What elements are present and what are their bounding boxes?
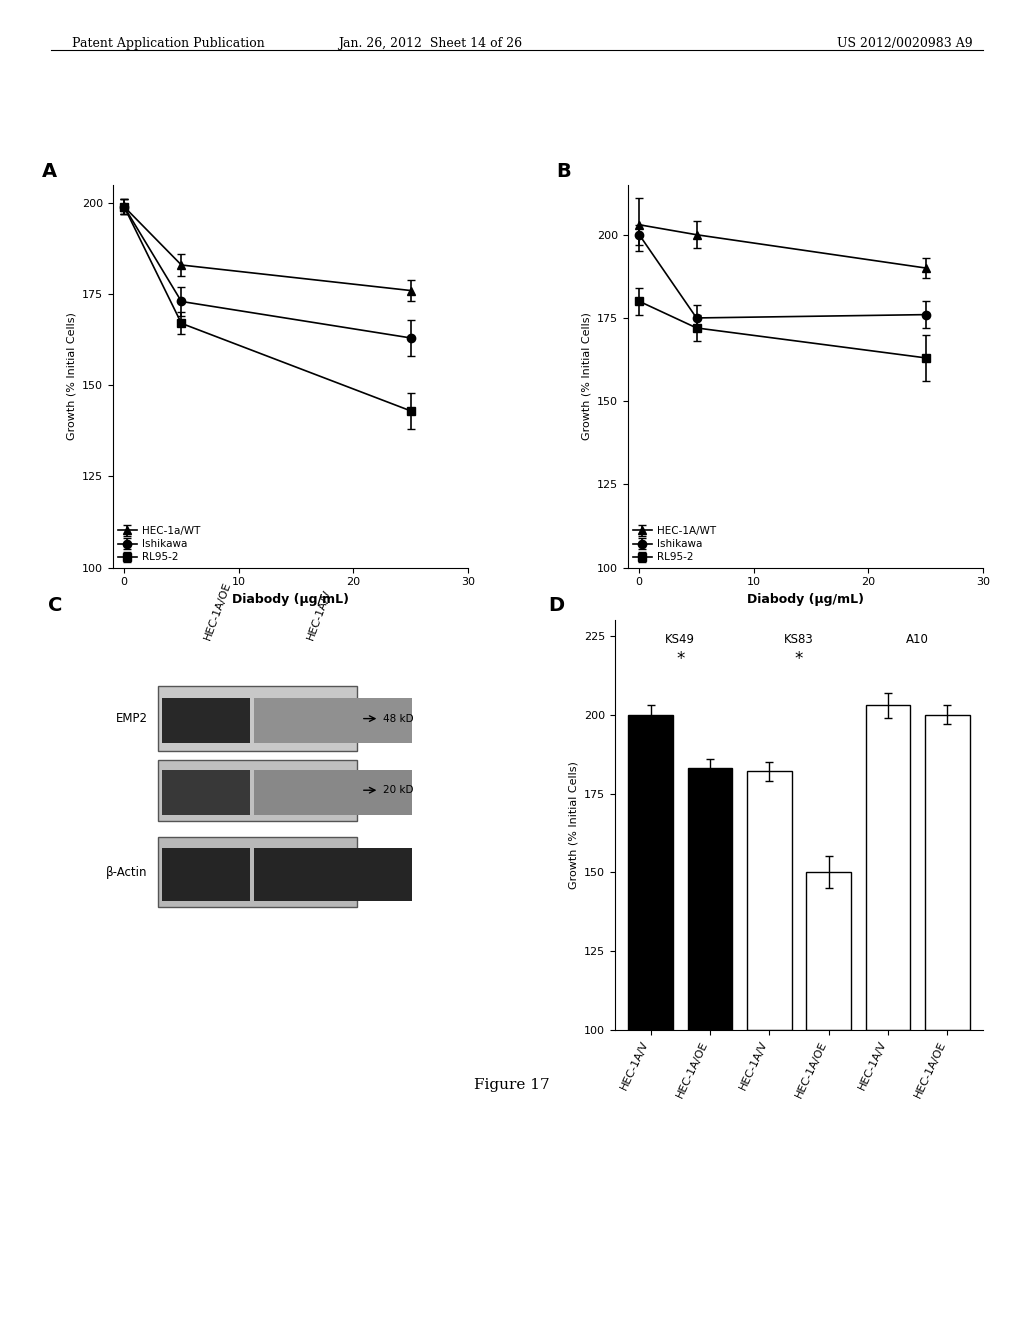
Bar (159, 759, 357, 821)
Text: Jan. 26, 2012  Sheet 14 of 26: Jan. 26, 2012 Sheet 14 of 26 (338, 37, 522, 50)
Text: Figure 17: Figure 17 (474, 1078, 550, 1092)
Bar (162, 847, 251, 900)
Bar (925, 715, 970, 1030)
Legend: HEC-1A/WT, Ishikawa, RL95-2: HEC-1A/WT, Ishikawa, RL95-2 (633, 527, 716, 562)
Bar (162, 698, 251, 743)
Text: C: C (48, 595, 62, 615)
Text: KS83: KS83 (784, 632, 814, 645)
Text: EMP2: EMP2 (116, 711, 147, 725)
Bar (254, 698, 413, 743)
Text: 20 kD: 20 kD (383, 785, 414, 795)
Bar (159, 837, 357, 907)
X-axis label: Diabody (μg/mL): Diabody (μg/mL) (231, 593, 349, 606)
Text: β-Actin: β-Actin (105, 866, 147, 879)
Bar (748, 771, 792, 1030)
Y-axis label: Growth (% Initial Cells): Growth (% Initial Cells) (67, 313, 76, 440)
Y-axis label: Growth (% Initial Cells): Growth (% Initial Cells) (582, 313, 592, 440)
Bar (806, 873, 851, 1030)
Text: *: * (676, 649, 684, 668)
Bar (254, 847, 413, 900)
Text: *: * (795, 649, 803, 668)
Text: 48 kD: 48 kD (383, 714, 414, 723)
Text: A10: A10 (906, 632, 929, 645)
Legend: HEC-1a/WT, Ishikawa, RL95-2: HEC-1a/WT, Ishikawa, RL95-2 (118, 527, 200, 562)
Bar (159, 686, 357, 751)
Text: D: D (549, 595, 565, 615)
Bar (162, 770, 251, 814)
Text: A: A (42, 162, 56, 181)
Bar (629, 715, 673, 1030)
Bar (688, 768, 732, 1030)
Bar (254, 770, 413, 814)
X-axis label: Diabody (μg/mL): Diabody (μg/mL) (746, 593, 864, 606)
Text: Patent Application Publication: Patent Application Publication (72, 37, 264, 50)
Text: HEC-1A/OE: HEC-1A/OE (203, 579, 232, 640)
Text: KS49: KS49 (666, 632, 695, 645)
Bar (865, 705, 910, 1030)
Y-axis label: Growth (% Initial Cells): Growth (% Initial Cells) (568, 762, 579, 888)
Text: US 2012/0020983 A9: US 2012/0020983 A9 (838, 37, 973, 50)
Text: HEC-1A/V: HEC-1A/V (306, 587, 333, 640)
Text: B: B (557, 162, 571, 181)
